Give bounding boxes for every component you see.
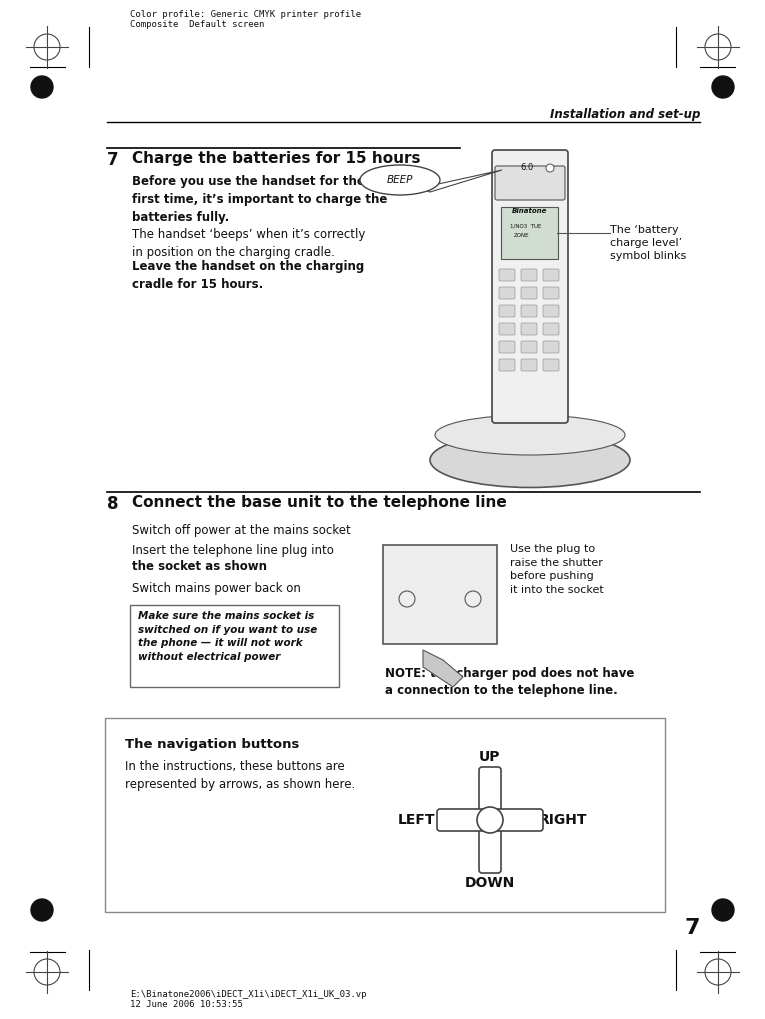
FancyBboxPatch shape xyxy=(492,150,568,423)
FancyBboxPatch shape xyxy=(543,323,559,335)
Ellipse shape xyxy=(430,432,630,487)
FancyBboxPatch shape xyxy=(495,166,565,200)
Text: NOTE: the charger pod does not have
a connection to the telephone line.: NOTE: the charger pod does not have a co… xyxy=(385,667,634,697)
FancyBboxPatch shape xyxy=(543,287,559,299)
FancyBboxPatch shape xyxy=(437,809,488,832)
Text: 7: 7 xyxy=(685,918,700,938)
Text: Installation and set-up: Installation and set-up xyxy=(549,108,700,121)
Text: The handset ‘beeps’ when it’s correctly
in position on the charging cradle.: The handset ‘beeps’ when it’s correctly … xyxy=(132,228,366,259)
FancyBboxPatch shape xyxy=(499,305,515,317)
Circle shape xyxy=(546,164,554,172)
Text: DOWN: DOWN xyxy=(465,876,515,890)
Text: LEFT: LEFT xyxy=(399,813,436,827)
FancyBboxPatch shape xyxy=(479,767,501,818)
Text: Use the plug to
raise the shutter
before pushing
it into the socket: Use the plug to raise the shutter before… xyxy=(510,544,604,595)
FancyBboxPatch shape xyxy=(543,305,559,317)
Text: Binatone: Binatone xyxy=(513,208,548,214)
FancyBboxPatch shape xyxy=(521,323,537,335)
Circle shape xyxy=(712,899,734,921)
Text: 8: 8 xyxy=(107,495,119,513)
Circle shape xyxy=(477,807,503,833)
Polygon shape xyxy=(423,650,463,687)
FancyBboxPatch shape xyxy=(543,269,559,281)
Text: Insert the telephone line plug into: Insert the telephone line plug into xyxy=(132,544,334,557)
Text: Connect the base unit to the telephone line: Connect the base unit to the telephone l… xyxy=(132,495,506,510)
Circle shape xyxy=(31,76,53,98)
FancyBboxPatch shape xyxy=(521,341,537,353)
Circle shape xyxy=(712,76,734,98)
FancyBboxPatch shape xyxy=(521,305,537,317)
FancyBboxPatch shape xyxy=(105,718,665,912)
Text: UP: UP xyxy=(479,750,501,764)
FancyBboxPatch shape xyxy=(499,269,515,281)
FancyBboxPatch shape xyxy=(521,287,537,299)
Text: In the instructions, these buttons are
represented by arrows, as shown here.: In the instructions, these buttons are r… xyxy=(125,760,355,791)
FancyBboxPatch shape xyxy=(499,323,515,335)
FancyBboxPatch shape xyxy=(521,269,537,281)
FancyBboxPatch shape xyxy=(543,341,559,353)
Text: 6.0: 6.0 xyxy=(520,163,533,172)
Text: 1/NO3  TUE: 1/NO3 TUE xyxy=(510,223,542,228)
Text: ZONE: ZONE xyxy=(514,233,529,238)
FancyBboxPatch shape xyxy=(521,359,537,371)
Text: the socket as shown: the socket as shown xyxy=(132,560,267,573)
Text: RIGHT: RIGHT xyxy=(539,813,588,827)
Text: Leave the handset on the charging
cradle for 15 hours.: Leave the handset on the charging cradle… xyxy=(132,260,364,291)
FancyBboxPatch shape xyxy=(479,822,501,873)
Text: Before you use the handset for the
first time, it’s important to charge the
batt: Before you use the handset for the first… xyxy=(132,175,387,224)
FancyBboxPatch shape xyxy=(383,545,497,644)
FancyBboxPatch shape xyxy=(543,359,559,371)
Text: Make sure the mains socket is
switched on if you want to use
the phone — it will: Make sure the mains socket is switched o… xyxy=(138,611,317,661)
Text: BEEP: BEEP xyxy=(387,175,413,185)
Text: The navigation buttons: The navigation buttons xyxy=(125,738,299,751)
Ellipse shape xyxy=(435,415,625,455)
Text: E:\Binatone2006\iDECT_X1i\iDECT_X1i_UK_03.vp
12 June 2006 10:53:55: E:\Binatone2006\iDECT_X1i\iDECT_X1i_UK_0… xyxy=(130,990,366,1010)
FancyBboxPatch shape xyxy=(492,809,543,832)
Ellipse shape xyxy=(360,165,440,195)
FancyBboxPatch shape xyxy=(499,341,515,353)
Text: Charge the batteries for 15 hours: Charge the batteries for 15 hours xyxy=(132,151,421,166)
Text: 7: 7 xyxy=(107,151,119,169)
FancyBboxPatch shape xyxy=(501,207,558,259)
FancyBboxPatch shape xyxy=(130,605,339,687)
FancyBboxPatch shape xyxy=(499,287,515,299)
Circle shape xyxy=(31,899,53,921)
Text: Switch off power at the mains socket: Switch off power at the mains socket xyxy=(132,524,350,537)
Text: Switch mains power back on: Switch mains power back on xyxy=(132,582,301,595)
FancyBboxPatch shape xyxy=(499,359,515,371)
Text: The ‘battery
charge level’
symbol blinks: The ‘battery charge level’ symbol blinks xyxy=(610,225,686,262)
Text: Color profile: Generic CMYK printer profile
Composite  Default screen: Color profile: Generic CMYK printer prof… xyxy=(130,10,361,30)
Polygon shape xyxy=(420,170,502,192)
